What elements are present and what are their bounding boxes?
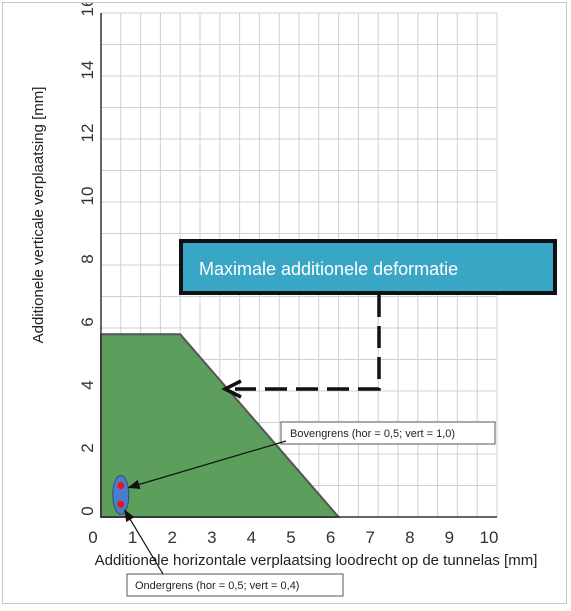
y-tick-label: 0 bbox=[78, 506, 97, 515]
x-tick-label: 3 bbox=[207, 528, 216, 547]
x-tick-labels: 0 1 2 3 4 5 6 7 8 9 10 bbox=[88, 528, 498, 547]
figure-frame: 0 1 2 3 4 5 6 7 8 9 10 0 2 4 6 8 10 12 14 16 Additionele h… bbox=[2, 2, 567, 604]
y-tick-label: 2 bbox=[78, 443, 97, 452]
annotation-upper-text: Bovengrens (hor = 0,5; vert = 1,0) bbox=[290, 428, 455, 440]
y-axis-label: Additionele verticale verplaatsing [mm] bbox=[30, 87, 47, 344]
annotation-upper-arrow bbox=[127, 440, 287, 490]
axes bbox=[100, 13, 497, 518]
x-tick-label: 0 bbox=[88, 528, 97, 547]
y-tick-label: 14 bbox=[78, 61, 97, 80]
x-tick-label: 6 bbox=[326, 528, 335, 547]
annotation-lower-text: Ondergrens (hor = 0,5; vert = 0,4) bbox=[135, 580, 299, 592]
x-tick-label: 5 bbox=[286, 528, 295, 547]
x-tick-label: 7 bbox=[365, 528, 374, 547]
x-tick-label: 2 bbox=[167, 528, 176, 547]
y-tick-label: 10 bbox=[78, 187, 97, 206]
callout-dashed-leader bbox=[235, 295, 381, 391]
y-tick-label: 4 bbox=[78, 380, 97, 389]
x-axis-label: Additionele horizontale verplaatsing loo… bbox=[95, 552, 538, 569]
x-tick-label: 1 bbox=[128, 528, 137, 547]
annotation-lower: Ondergrens (hor = 0,5; vert = 0,4) bbox=[124, 509, 344, 597]
y-tick-label: 16 bbox=[78, 3, 97, 16]
x-tick-label: 10 bbox=[480, 528, 499, 547]
y-tick-label: 8 bbox=[78, 254, 97, 263]
callout-arrowhead bbox=[221, 379, 242, 399]
callout: Maximale additionele deformatie bbox=[179, 239, 557, 295]
x-tick-label: 8 bbox=[405, 528, 414, 547]
y-tick-label: 6 bbox=[78, 317, 97, 326]
data-points bbox=[117, 482, 125, 508]
callout-text: Maximale additionele deformatie bbox=[199, 259, 458, 279]
x-tick-label: 4 bbox=[247, 528, 256, 547]
y-tick-label: 12 bbox=[78, 124, 97, 143]
points-ellipse bbox=[112, 475, 130, 515]
data-point bbox=[117, 482, 125, 489]
annotation-lower-box bbox=[126, 573, 344, 597]
y-tick-labels: 0 2 4 6 8 10 12 14 16 bbox=[78, 3, 97, 516]
annotation-upper: Bovengrens (hor = 0,5; vert = 1,0) bbox=[127, 421, 496, 490]
x-tick-label: 9 bbox=[445, 528, 454, 547]
callout-box bbox=[183, 243, 553, 291]
annotation-lower-arrow bbox=[124, 509, 164, 575]
data-point bbox=[117, 500, 125, 508]
annotation-upper-box bbox=[280, 421, 496, 445]
